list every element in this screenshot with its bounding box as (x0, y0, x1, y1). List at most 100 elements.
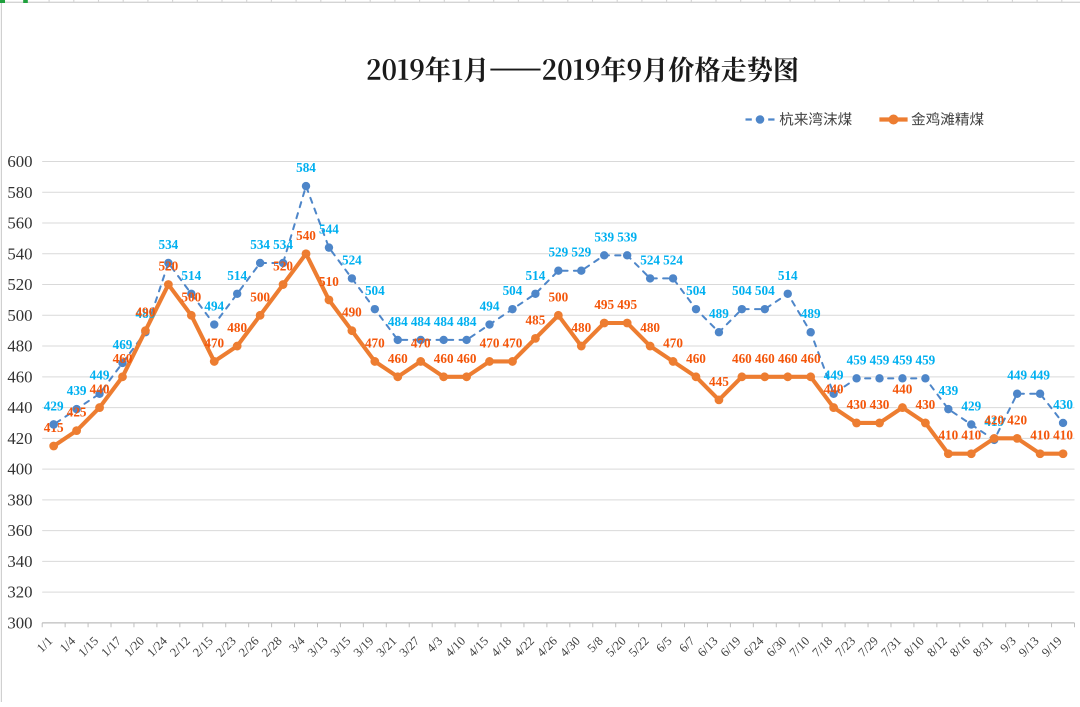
svg-text:410: 410 (938, 428, 958, 443)
svg-text:489: 489 (801, 306, 821, 321)
svg-text:470: 470 (411, 335, 431, 350)
svg-text:514: 514 (227, 268, 247, 283)
svg-text:420: 420 (984, 412, 1004, 427)
svg-text:460: 460 (457, 351, 477, 366)
svg-text:470: 470 (204, 335, 224, 350)
svg-text:490: 490 (136, 305, 156, 320)
svg-text:445: 445 (709, 374, 729, 389)
svg-text:470: 470 (365, 335, 385, 350)
svg-text:520: 520 (7, 275, 32, 294)
svg-text:480: 480 (7, 337, 32, 356)
svg-text:504: 504 (365, 283, 385, 298)
svg-text:524: 524 (663, 252, 683, 267)
svg-text:500: 500 (548, 289, 568, 304)
svg-text:440: 440 (893, 382, 913, 397)
svg-text:520: 520 (158, 259, 178, 274)
svg-text:430: 430 (847, 397, 867, 412)
svg-text:419: 419 (984, 414, 1004, 429)
svg-text:460: 460 (755, 351, 775, 366)
svg-text:524: 524 (640, 252, 660, 267)
svg-text:449: 449 (90, 368, 110, 383)
svg-text:469: 469 (113, 337, 133, 352)
svg-text:449: 449 (824, 368, 844, 383)
svg-text:459: 459 (847, 352, 867, 367)
svg-text:539: 539 (617, 229, 637, 244)
svg-text:300: 300 (7, 613, 32, 632)
svg-text:504: 504 (755, 283, 775, 298)
svg-text:534: 534 (250, 237, 270, 252)
svg-text:514: 514 (181, 268, 201, 283)
svg-text:340: 340 (7, 552, 32, 571)
svg-text:410: 410 (1030, 428, 1050, 443)
svg-text:460: 460 (7, 367, 32, 386)
svg-text:320: 320 (7, 583, 32, 602)
svg-text:460: 460 (686, 351, 706, 366)
svg-text:529: 529 (571, 245, 591, 260)
svg-text:489: 489 (709, 306, 729, 321)
svg-text:484: 484 (411, 314, 431, 329)
svg-text:480: 480 (640, 320, 660, 335)
svg-text:459: 459 (915, 352, 935, 367)
svg-text:460: 460 (388, 351, 408, 366)
svg-text:459: 459 (870, 352, 890, 367)
svg-text:534: 534 (273, 237, 293, 252)
svg-text:480: 480 (571, 320, 591, 335)
svg-text:480: 480 (227, 320, 247, 335)
svg-text:440: 440 (824, 382, 844, 397)
svg-text:520: 520 (273, 259, 293, 274)
svg-text:500: 500 (250, 289, 270, 304)
svg-text:360: 360 (7, 521, 32, 540)
svg-text:500: 500 (181, 289, 201, 304)
svg-text:460: 460 (732, 351, 752, 366)
svg-text:430: 430 (870, 397, 890, 412)
svg-text:514: 514 (778, 268, 798, 283)
svg-text:580: 580 (7, 183, 32, 202)
svg-text:440: 440 (7, 398, 32, 417)
svg-text:529: 529 (548, 245, 568, 260)
svg-text:430: 430 (915, 397, 935, 412)
svg-text:439: 439 (938, 383, 958, 398)
svg-text:584: 584 (296, 160, 316, 175)
svg-text:420: 420 (7, 429, 32, 448)
svg-text:485: 485 (526, 312, 546, 327)
svg-text:484: 484 (457, 314, 477, 329)
svg-text:429: 429 (961, 399, 981, 414)
svg-text:539: 539 (594, 229, 614, 244)
svg-text:500: 500 (7, 306, 32, 325)
svg-text:425: 425 (67, 405, 87, 420)
svg-text:460: 460 (113, 351, 133, 366)
svg-text:459: 459 (893, 352, 913, 367)
svg-text:470: 470 (480, 335, 500, 350)
svg-text:495: 495 (594, 297, 614, 312)
svg-text:494: 494 (204, 299, 224, 314)
svg-text:524: 524 (342, 252, 362, 267)
svg-text:440: 440 (90, 382, 110, 397)
svg-text:410: 410 (1053, 428, 1073, 443)
svg-text:420: 420 (1007, 412, 1027, 427)
svg-text:540: 540 (296, 228, 316, 243)
svg-text:514: 514 (526, 268, 546, 283)
svg-text:429: 429 (44, 399, 64, 414)
svg-text:540: 540 (7, 244, 32, 263)
svg-text:534: 534 (158, 237, 178, 252)
svg-text:460: 460 (801, 351, 821, 366)
svg-text:460: 460 (778, 351, 798, 366)
svg-text:504: 504 (503, 283, 523, 298)
svg-text:400: 400 (7, 460, 32, 479)
svg-text:494: 494 (480, 299, 500, 314)
svg-text:495: 495 (617, 297, 637, 312)
svg-text:544: 544 (319, 222, 339, 237)
svg-text:430: 430 (1053, 397, 1073, 412)
svg-text:470: 470 (503, 335, 523, 350)
svg-text:484: 484 (434, 314, 454, 329)
svg-text:490: 490 (342, 305, 362, 320)
svg-text:489: 489 (136, 306, 156, 321)
svg-text:460: 460 (434, 351, 454, 366)
svg-text:600: 600 (7, 152, 32, 171)
svg-text:449: 449 (1007, 368, 1027, 383)
svg-text:560: 560 (7, 214, 32, 233)
svg-text:449: 449 (1030, 368, 1050, 383)
svg-text:410: 410 (961, 428, 981, 443)
svg-text:504: 504 (686, 283, 706, 298)
svg-text:439: 439 (67, 383, 87, 398)
